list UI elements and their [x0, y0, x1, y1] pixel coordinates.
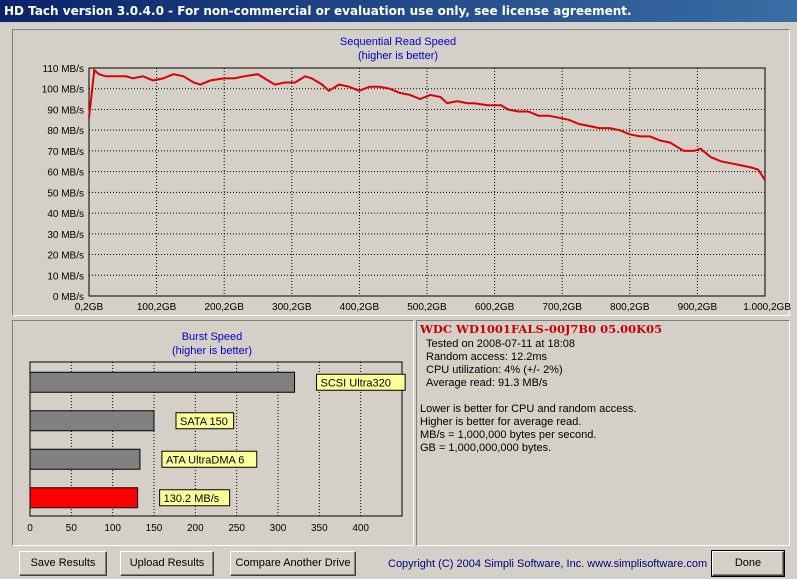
burst-bar-label: 130.2 MB/s — [164, 493, 220, 505]
sequential-chart-panel — [12, 29, 790, 316]
average-read: Average read: 91.3 MB/s — [426, 377, 548, 389]
seq-y-tick-label: 0 MB/s — [53, 292, 84, 303]
seq-y-tick-label: 20 MB/s — [47, 251, 84, 262]
seq-x-tick-label: 800,2GB — [610, 302, 650, 313]
burst-x-tick-label: 0 — [27, 523, 33, 534]
burst-x-tick-label: 350 — [311, 523, 328, 534]
seq-x-tick-label: 900,2GB — [678, 302, 718, 313]
drive-name: WDC WD1001FALS-00J7B0 05.00K05 — [420, 322, 663, 336]
seq-chart-title: Sequential Read Speed — [340, 36, 456, 48]
burst-bar-label: SCSI Ultra320 — [321, 377, 391, 389]
burst-bar — [29, 448, 141, 470]
seq-x-tick-label: 0,2GB — [75, 302, 104, 313]
note-higher-better: Higher is better for average read. — [420, 416, 582, 428]
burst-chart-subtitle: (higher is better) — [172, 345, 252, 357]
seq-y-tick-label: 40 MB/s — [47, 209, 84, 220]
window-title: HD Tach version 3.0.4.0 - For non-commer… — [0, 0, 797, 22]
burst-x-tick-label: 150 — [146, 523, 163, 534]
tested-date: Tested on 2008-07-11 at 18:08 — [426, 338, 576, 350]
burst-x-tick-label: 100 — [104, 523, 121, 534]
seq-x-tick-label: 100,2GB — [137, 302, 177, 313]
burst-x-tick-label: 200 — [187, 523, 204, 534]
sequential-read-chart: Sequential Read Speed (higher is better)… — [42, 36, 792, 313]
burst-x-tick-label: 400 — [352, 523, 369, 534]
random-access: Random access: 12.2ms — [426, 351, 548, 363]
seq-series-line — [88, 68, 766, 181]
burst-bar-label-box — [159, 489, 231, 507]
burst-bar-label-box — [316, 373, 406, 391]
burst-bar-label-box — [175, 412, 235, 430]
note-mbs-def: MB/s = 1,000,000 bytes per second. — [420, 429, 597, 441]
copyright-text: Copyright (C) 2004 Simpli Software, Inc.… — [388, 558, 708, 570]
seq-x-tick-label: 200,2GB — [204, 302, 244, 313]
burst-speed-chart: Burst Speed (higher is better) 0 50 100 150… — [27, 331, 406, 534]
burst-chart-panel — [12, 320, 414, 546]
burst-bar-label: ATA UltraDMA 6 — [166, 454, 244, 466]
info-panel — [416, 320, 790, 546]
seq-x-tick-label: 500,2GB — [407, 302, 447, 313]
save-results-button[interactable]: Save Results — [19, 551, 107, 576]
burst-bar — [29, 487, 139, 509]
seq-y-tick-label: 10 MB/s — [47, 271, 84, 282]
note-gb-def: GB = 1,000,000,000 bytes. — [420, 442, 552, 454]
burst-x-tick-label: 250 — [228, 523, 245, 534]
done-button[interactable]: Done — [711, 550, 785, 577]
note-lower-better: Lower is better for CPU and random acces… — [420, 403, 637, 415]
burst-chart-title: Burst Speed — [182, 331, 243, 343]
seq-y-tick-label: 110 MB/s — [43, 64, 85, 75]
seq-x-tick-label: 300,2GB — [272, 302, 312, 313]
seq-y-tick-label: 60 MB/s — [47, 168, 84, 179]
burst-bar — [29, 371, 296, 393]
seq-plot-frame — [88, 67, 766, 297]
seq-y-tick-label: 70 MB/s — [47, 147, 84, 158]
burst-bar-label: SATA 150 — [180, 416, 228, 428]
cpu-utilization: CPU utilization: 4% (+/- 2%) — [426, 364, 563, 376]
burst-x-tick-label: 300 — [270, 523, 287, 534]
seq-y-tick-label: 80 MB/s — [47, 126, 84, 137]
drive-info: WDC WD1001FALS-00J7B0 05.00K05 Tested on… — [418, 320, 788, 546]
burst-bar — [29, 410, 155, 432]
compare-drive-button[interactable]: Compare Another Drive — [230, 551, 356, 576]
upload-results-button[interactable]: Upload Results — [120, 551, 214, 576]
seq-y-tick-label: 90 MB/s — [47, 105, 84, 116]
burst-plot-frame — [29, 361, 403, 517]
seq-x-tick-label: 400,2GB — [340, 302, 380, 313]
seq-x-tick-label: 700,2GB — [542, 302, 582, 313]
burst-x-tick-label: 50 — [66, 523, 78, 534]
seq-y-tick-label: 50 MB/s — [47, 188, 84, 199]
seq-x-tick-label: 1.000,2GB — [743, 302, 791, 313]
seq-x-tick-label: 600,2GB — [475, 302, 515, 313]
seq-y-tick-label: 100 MB/s — [42, 85, 84, 96]
seq-chart-subtitle: (higher is better) — [358, 50, 438, 62]
burst-bar-label-box — [161, 450, 258, 468]
seq-y-tick-label: 30 MB/s — [47, 230, 84, 241]
